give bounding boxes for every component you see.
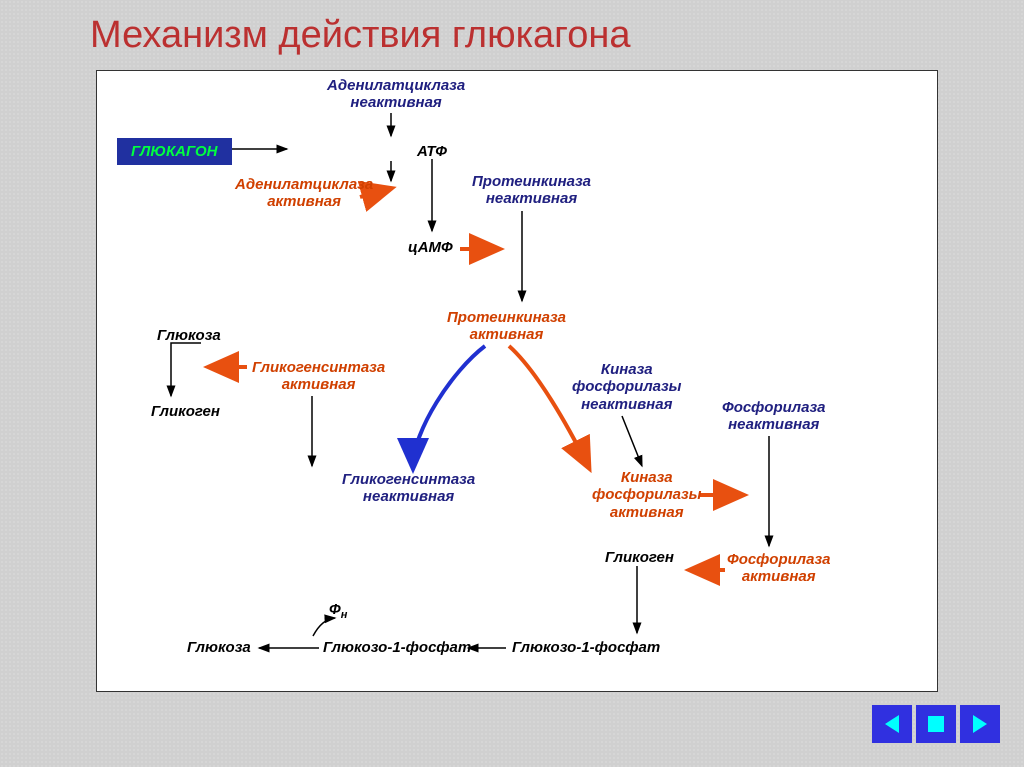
node-glycogen-bottom: Гликоген	[605, 549, 674, 566]
node-glucagon-box: ГЛЮКАГОН	[117, 138, 232, 165]
node-adenylate-inactive: Аденилатциклаза неактивная	[327, 77, 465, 112]
node-phosphorylase-inactive: Фосфорилаза неактивная	[722, 399, 825, 434]
triangle-right-icon	[969, 713, 991, 735]
node-adenylate-active: Аденилатциклаза активная	[235, 176, 373, 211]
page-title: Механизм действия глюкагона	[90, 14, 630, 57]
nav-next-button[interactable]	[960, 705, 1000, 743]
node-phosphorylase-active: Фосфорилаза активная	[727, 551, 830, 586]
node-glucagon-label: ГЛЮКАГОН	[131, 143, 218, 160]
node-atp: АТФ	[417, 143, 447, 160]
node-glucose-top: Глюкоза	[157, 327, 221, 344]
node-glucose-bottom: Глюкоза	[187, 639, 251, 656]
node-glycogen-top: Гликоген	[151, 403, 220, 420]
nav-prev-button[interactable]	[872, 705, 912, 743]
node-glucose-1p-right: Глюкозо-1-фосфат	[512, 639, 660, 656]
node-camp: цАМФ	[408, 239, 453, 256]
node-glycogen-synthase-active: Гликогенсинтаза активная	[252, 359, 385, 394]
nav-home-button[interactable]	[916, 705, 956, 743]
node-kinase-phos-inactive: Киназа фосфорилазы неактивная	[572, 361, 681, 413]
node-glucose-1p-left: Глюкозо-1-фосфат	[323, 639, 471, 656]
node-glycogen-synthase-inactive: Гликогенсинтаза неактивная	[342, 471, 475, 506]
node-kinase-phos-active: Киназа фосфорилазы активная	[592, 469, 701, 521]
square-icon	[925, 713, 947, 735]
node-phos-i: Фн	[329, 601, 347, 622]
diagram-canvas: Аденилатциклаза неактивная ГЛЮКАГОН АТФ …	[96, 70, 938, 692]
node-proteinkinase-inactive: Протеинкиназа неактивная	[472, 173, 591, 208]
node-proteinkinase-active: Протеинкиназа активная	[447, 309, 566, 344]
triangle-left-icon	[881, 713, 903, 735]
